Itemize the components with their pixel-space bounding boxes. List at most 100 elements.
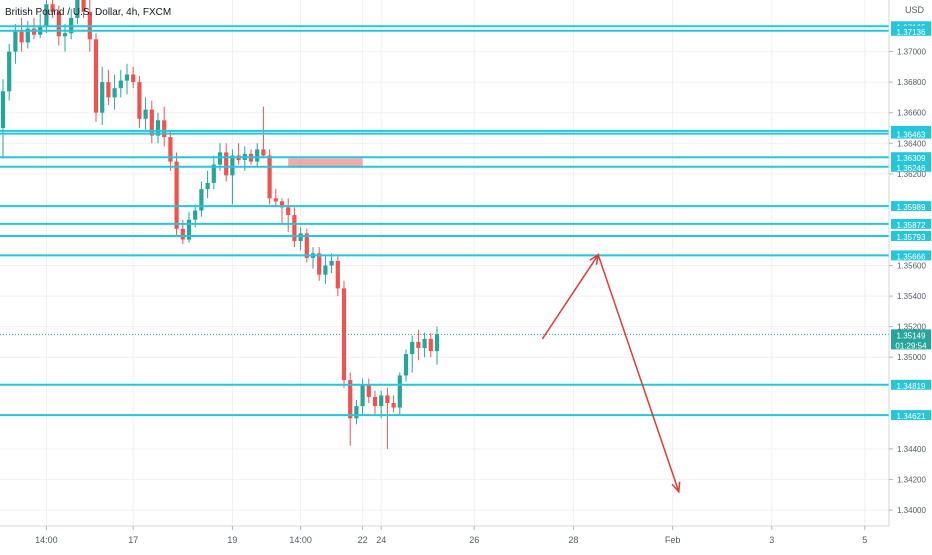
level-badge: 1.36309 [891,152,931,163]
level-badge-bg [891,250,931,261]
candle-body [149,109,154,136]
candle-body [348,380,353,419]
level-badge-bg [891,410,931,421]
time-tick-label: 22 [358,535,368,545]
candle-body [372,396,378,407]
candle-body [298,233,303,241]
current-price-badge-text: 01:29:54 [895,341,927,350]
level-badge-text: 1.35989 [897,203,926,212]
current-price-badge-text: 1.35149 [897,331,926,340]
candle-body [205,183,210,190]
zone-rect [288,158,363,168]
candle-body [391,403,396,408]
level-badge-text: 1.34621 [897,412,926,421]
candle-body [75,0,80,18]
price-tick-label: 1.35600 [897,262,926,271]
candle-body [317,253,322,275]
candle-body [267,155,272,199]
time-tick-label: 5 [862,535,867,545]
candle-body [100,82,105,113]
price-tick-label: 1.36400 [897,139,926,148]
price-tick-label: 1.36600 [897,109,926,118]
level-badge-bg [891,128,931,139]
candle-body [385,395,390,403]
candle-body [286,207,291,215]
price-axis[interactable]: USD 1.340001.342001.344001.350001.352001… [888,0,926,526]
level-badge-bg [891,379,931,390]
candle-body [7,51,12,92]
arrow-head-peak [589,253,600,265]
candle-body [137,82,142,119]
candles [0,0,440,449]
candle-body [118,80,123,89]
price-badges: 1.371651.371361.364811.364631.363091.362… [891,21,931,421]
candle-body [261,149,266,156]
candle-body [292,215,297,242]
level-badge: 1.36463 [891,128,931,140]
candle-body [379,395,384,407]
time-tick-label: 14:00 [35,535,58,545]
candle-body [366,384,371,397]
level-badge: 1.35872 [891,218,931,230]
candle-body [224,152,229,176]
level-badge-text: 1.36463 [897,131,926,140]
candle-body [410,341,415,355]
level-badge: 1.35793 [891,231,931,242]
candle-body [360,384,365,407]
price-tick-label: 1.34200 [897,475,926,484]
time-tick-label: 28 [568,535,578,545]
time-tick-label: Feb [665,535,681,545]
level-badge-bg [891,218,931,229]
candle-body [93,39,99,113]
level-badge-bg [891,201,931,212]
time-tick-label: 19 [227,535,237,545]
candle-body [19,31,24,43]
candle-body [81,0,86,12]
candle-body [124,74,130,81]
currency-label: USD [905,5,925,15]
time-tick-label: 17 [128,535,138,545]
level-badge: 1.34621 [891,410,931,421]
candle-body [155,120,161,136]
candle-body [304,233,309,258]
candle-body [199,189,204,211]
candle-body [428,338,433,352]
candle-body [56,11,61,37]
level-badge-bg [891,152,931,163]
candle-body [273,198,278,202]
level-badge-bg [891,231,931,241]
level-badge: 1.37136 [891,25,931,37]
candle-body [162,120,167,138]
candle-body [168,137,173,162]
candle-body [180,228,185,240]
level-badge-text: 1.34819 [897,382,926,391]
candle-body [403,354,409,376]
candle-body [143,109,148,119]
candle-body [397,375,402,408]
candle-body [13,31,18,52]
level-badge-text: 1.37136 [897,28,926,37]
candle-body [106,82,111,98]
level-badge-text: 1.35872 [897,221,926,230]
candle-body [335,260,340,289]
price-tick-label: 1.35200 [897,323,926,332]
candle-body [255,149,260,162]
time-tick-label: 3 [769,535,774,545]
level-badge-bg [891,25,931,36]
time-tick-label: 14:00 [289,535,312,545]
candle-body [354,406,359,419]
price-tick-label: 1.34000 [897,506,926,515]
level-badge-bg [891,161,931,172]
candle-body [279,201,285,208]
horizontal-levels [0,25,889,417]
candle-body [217,152,223,165]
candle-body [211,164,216,183]
candle-body [230,155,235,176]
candle-body [323,265,328,275]
current-price-badge-bg [891,329,931,350]
symbol-title: British Pound / U.S. Dollar, 4h, FXCM [5,7,171,18]
candle-body [434,334,440,352]
candle-body [329,260,334,266]
